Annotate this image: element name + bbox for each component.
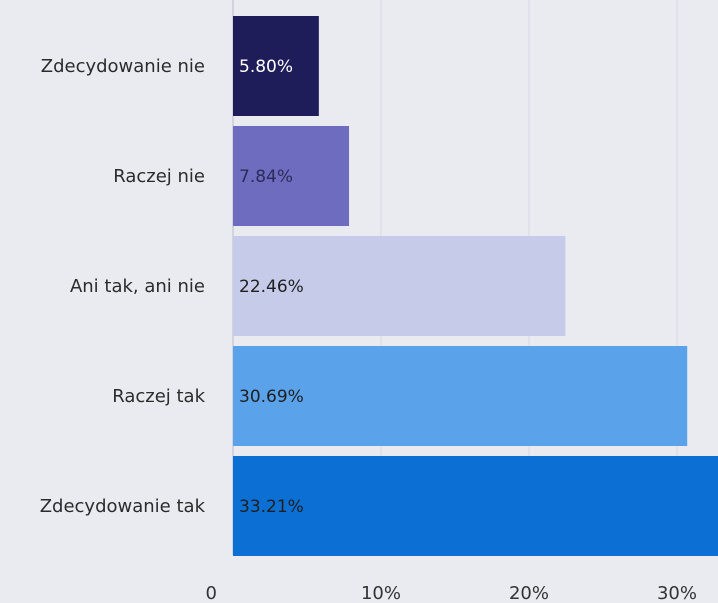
bar xyxy=(233,126,350,226)
bar xyxy=(233,456,718,556)
x-tick-label: 20% xyxy=(509,583,549,603)
data-label: 30.69% xyxy=(239,387,304,407)
data-label: 22.46% xyxy=(239,277,304,297)
category-label: Zdecydowanie nie xyxy=(41,56,205,77)
bar xyxy=(233,346,688,446)
data-label: 5.80% xyxy=(239,57,293,77)
category-label: Ani tak, ani nie xyxy=(70,276,205,297)
category-label: Raczej tak xyxy=(112,386,205,407)
bar xyxy=(233,16,319,116)
x-tick-label: 0 xyxy=(206,583,217,603)
data-label: 33.21% xyxy=(239,497,304,517)
x-axis-ticks: 0 10% 20% 30% xyxy=(206,583,697,603)
value-labels: 5.80% 7.84% 22.46% 30.69% 33.21% xyxy=(239,57,304,517)
data-label: 7.84% xyxy=(239,167,293,187)
x-tick-label: 30% xyxy=(657,583,697,603)
category-label: Zdecydowanie tak xyxy=(40,496,206,517)
bars xyxy=(233,16,718,556)
category-labels: Zdecydowanie nie Raczej nie Ani tak, ani n… xyxy=(40,56,206,517)
bar xyxy=(233,236,566,336)
x-tick-label: 10% xyxy=(361,583,401,603)
category-label: Raczej nie xyxy=(113,166,205,187)
